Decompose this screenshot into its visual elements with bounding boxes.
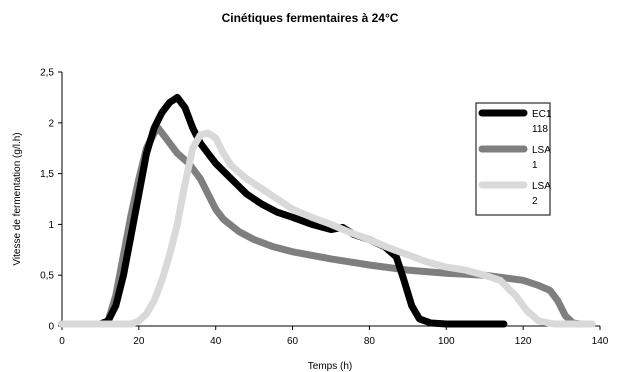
x-tick-label: 20 [133,336,145,347]
y-tick-label: 1,5 [40,169,54,180]
legend-box [475,102,551,216]
y-tick-label: 2 [48,118,54,129]
x-tick-label: 60 [287,336,299,347]
legend-label: EC1 118 [532,109,552,135]
y-tick-label: 0,5 [40,271,54,282]
x-axis-label: Temps (h) [308,361,352,372]
y-tick-label: 0 [48,322,54,333]
legend-label: LSA 2 [532,181,551,207]
chart-title: Cinétiques fermentaires à 24°C [222,11,399,25]
x-tick-label: 0 [59,336,65,347]
axes: 0 0,5 1 1,5 2 2,5 0 20 40 60 80 100 120 140 [40,68,609,348]
y-axis-label: Vitesse de fermentation (g/l.h) [12,132,23,265]
y-tick-label: 1 [48,220,54,231]
series-line-ec1-118 [58,93,508,328]
series-layer [58,93,596,328]
legend-label: LSA 1 [532,145,551,171]
x-tick-label: 140 [592,336,609,347]
legend: EC1 118 LSA 1 LSA 2 [475,102,552,216]
x-tick-label: 120 [515,336,532,347]
x-tick-label: 100 [438,336,455,347]
y-tick-label: 2,5 [40,68,54,79]
x-tick-label: 40 [210,336,222,347]
series-line-lsa-2 [58,129,596,328]
x-tick-label: 80 [364,336,376,347]
